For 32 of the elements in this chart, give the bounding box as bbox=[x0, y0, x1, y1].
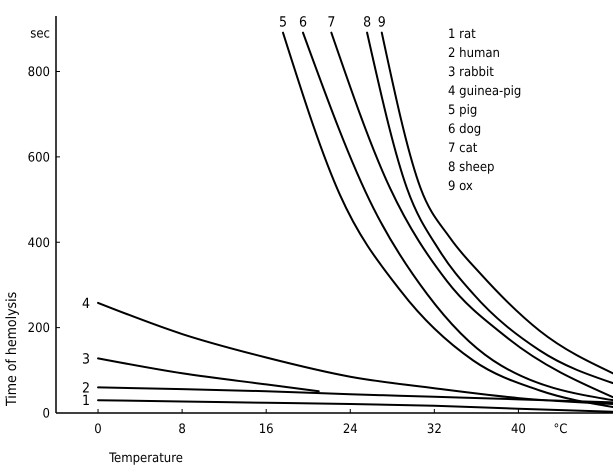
y-tick-label: 600 bbox=[28, 150, 50, 166]
y-tick-label: sec bbox=[30, 26, 50, 42]
x-tick-label: 8 bbox=[178, 422, 186, 437]
annotation: 7 cat bbox=[448, 141, 478, 156]
x-tick-label: 16 bbox=[258, 422, 274, 437]
x-tick-label: 32 bbox=[426, 422, 442, 437]
x-tick-label: 24 bbox=[342, 422, 358, 437]
x-tick-label: °C bbox=[553, 422, 568, 437]
annotation: 9 ox bbox=[448, 179, 473, 194]
annotation: 4 guinea-pig bbox=[448, 84, 522, 99]
y-tick-label: 800 bbox=[28, 65, 50, 80]
y-axis-title: Time of hemolysis bbox=[4, 292, 20, 408]
series-label: 9 bbox=[378, 14, 386, 31]
x-axis-title: Temperature bbox=[108, 451, 183, 466]
y-tick-label: 0 bbox=[42, 406, 50, 422]
annotation: 3 rabbit bbox=[448, 65, 494, 80]
x-tick-label: 40 bbox=[510, 422, 526, 437]
annotation: 5 pig bbox=[448, 103, 478, 118]
annotation: 1 rat bbox=[448, 27, 476, 42]
y-tick-label: 200 bbox=[28, 321, 50, 336]
series-label: 6 bbox=[298, 14, 307, 31]
x-tick-label: 0 bbox=[94, 422, 102, 437]
series-label: 8 bbox=[363, 14, 372, 31]
series-label: 1 bbox=[82, 393, 90, 410]
series-label: 4 bbox=[82, 296, 90, 312]
series-label: 5 bbox=[278, 14, 288, 31]
series-label: 7 bbox=[327, 14, 336, 31]
series-label: 3 bbox=[82, 351, 90, 368]
annotation: 2 human bbox=[448, 46, 500, 61]
y-tick-label: 400 bbox=[28, 236, 50, 251]
annotation: 8 sheep bbox=[448, 160, 494, 175]
annotation: 6 dog bbox=[448, 122, 482, 137]
